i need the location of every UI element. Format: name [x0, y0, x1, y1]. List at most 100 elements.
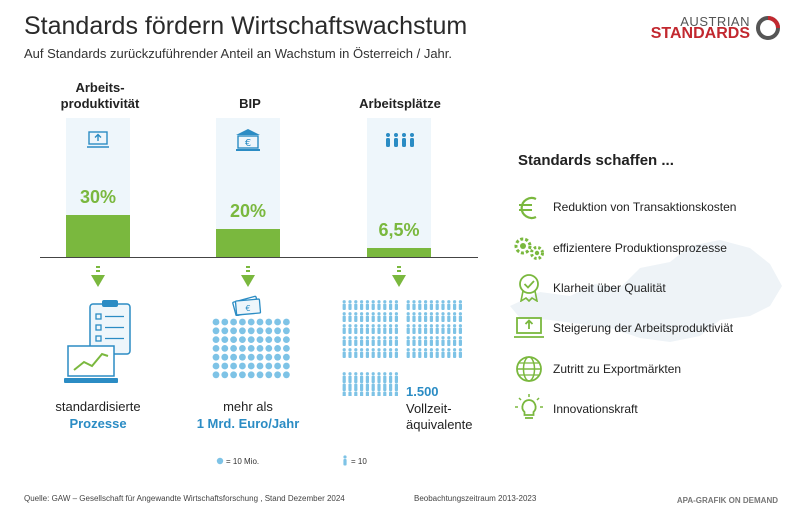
laptop-upload-icon: [514, 317, 544, 338]
coin-mark: [265, 336, 273, 343]
person-mark: [365, 312, 369, 322]
person-mark: [418, 300, 422, 310]
person-mark: [429, 312, 433, 322]
coin-mark: [230, 327, 237, 335]
coin-mark: [256, 371, 264, 379]
coin-mark: [274, 362, 281, 370]
person-mark: [389, 348, 393, 358]
svg-text:€: €: [245, 304, 250, 313]
coin-mark: [221, 327, 229, 335]
coin-mark: [239, 362, 246, 370]
coin-mark: [239, 336, 246, 343]
caption-productivity-line1: standardisierte: [55, 399, 141, 414]
arrow-down-icon: [241, 266, 255, 287]
coin-mark: [221, 336, 229, 343]
credit-note: APA-GRAFIK ON DEMAND: [676, 496, 778, 505]
person-mark: [342, 388, 346, 396]
column-header-productivity: Arbeits- produktivität: [60, 80, 140, 111]
logo-text-bottom: STANDARDS: [650, 25, 750, 42]
person-mark: [365, 388, 369, 396]
person-mark: [342, 300, 346, 310]
bar-background: [367, 118, 431, 257]
coin-mark: [265, 318, 273, 326]
person-mark: [394, 300, 398, 310]
person-mark: [441, 324, 445, 334]
person-mark: [342, 312, 346, 322]
coin-mark: [274, 327, 281, 335]
page-title: Standards fördern Wirtschaftswachstum: [24, 12, 468, 40]
coin-mark: [256, 336, 264, 343]
person-mark: [377, 312, 381, 322]
person-mark: [354, 300, 358, 310]
person-mark: [360, 388, 364, 396]
person-legend-icon: [343, 455, 347, 466]
coin-mark: [274, 353, 281, 361]
person-mark: [458, 312, 462, 322]
column-header-gdp: BIP: [239, 96, 261, 111]
person-mark: [389, 300, 393, 310]
person-mark: [424, 324, 428, 334]
person-mark: [458, 348, 462, 358]
person-mark: [458, 336, 462, 346]
column-header-jobs: Arbeitsplätze: [359, 96, 441, 111]
bar-value-label: 20%: [229, 201, 267, 222]
bar-jobs: [367, 247, 431, 257]
person-mark: [412, 336, 416, 346]
logo-mark-icon: [756, 16, 780, 40]
caption-jobs-line2: Vollzeit-: [406, 401, 452, 416]
coin-mark: [247, 371, 255, 379]
coin-mark: [274, 336, 281, 343]
bar-value-label: 30%: [79, 187, 117, 208]
coin-mark: [283, 345, 290, 352]
person-mark: [383, 336, 387, 346]
person-mark: [394, 336, 398, 346]
people-grid: [342, 300, 462, 396]
person-mark: [348, 348, 352, 358]
austria-map-background: [510, 240, 782, 342]
person-mark: [389, 388, 393, 396]
bar-productivity: [66, 215, 130, 257]
baseline: [40, 257, 478, 258]
person-mark: [424, 336, 428, 346]
person-mark: [360, 336, 364, 346]
person-mark: [377, 388, 381, 396]
coin-mark: [230, 336, 237, 343]
person-mark: [435, 324, 439, 334]
arrow-down-icon: [392, 266, 406, 287]
person-mark: [348, 300, 352, 310]
person-mark: [418, 312, 422, 322]
coin-mark: [283, 362, 290, 370]
caption-gdp-line2: 1 Mrd. Euro/Jahr: [196, 416, 300, 431]
panel-title: Standards schaffen ...: [518, 152, 674, 169]
process-illustration: [64, 300, 131, 383]
person-mark: [377, 348, 381, 358]
person-mark: [394, 324, 398, 334]
person-mark: [453, 336, 457, 346]
person-mark: [441, 336, 445, 346]
coin-mark: [221, 353, 229, 361]
person-mark: [458, 324, 462, 334]
coin-mark: [247, 336, 255, 343]
coin-mark: [221, 318, 229, 326]
quality-badge-icon: [519, 274, 539, 302]
bar-value-label: 6,5%: [378, 219, 420, 240]
person-mark: [424, 348, 428, 358]
coin-mark: [247, 318, 255, 326]
person-mark: [429, 300, 433, 310]
globe-icon: [516, 356, 542, 382]
person-mark: [429, 324, 433, 334]
person-mark: [394, 348, 398, 358]
person-mark: [342, 348, 346, 358]
coin-mark: [283, 353, 290, 361]
bar-gdp: [216, 229, 280, 257]
person-mark: [412, 300, 416, 310]
coin-mark: [274, 345, 281, 352]
coin-mark: [256, 362, 264, 370]
gears-icon: [514, 237, 544, 260]
person-mark: [389, 336, 393, 346]
person-mark: [342, 336, 346, 346]
caption-jobs-line3: äquivalente: [406, 417, 473, 432]
coin-mark: [256, 353, 264, 361]
person-mark: [447, 312, 451, 322]
person-mark: [371, 388, 375, 396]
